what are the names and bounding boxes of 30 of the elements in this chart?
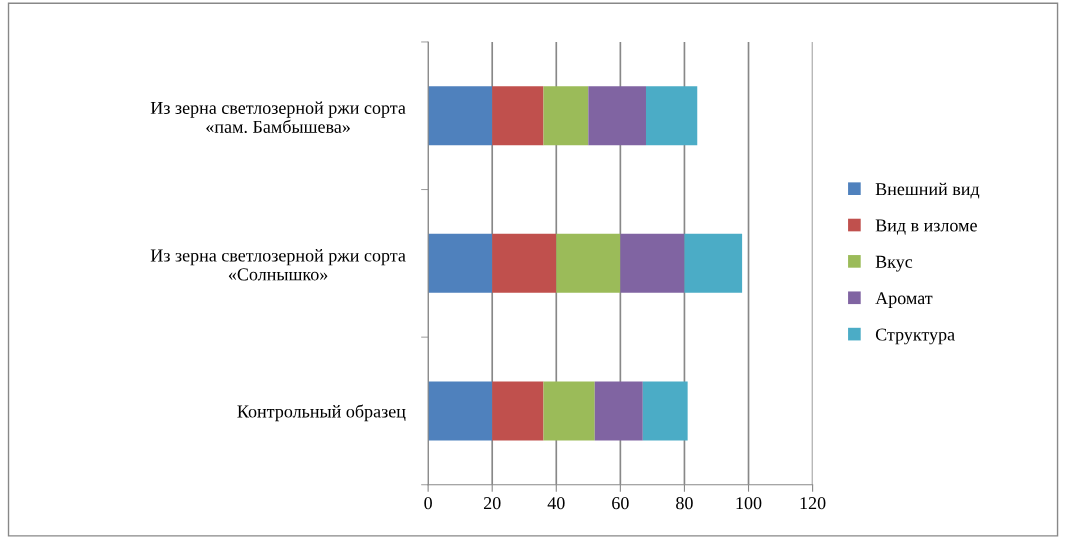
y-tick-label: Из зерна светлозерной ржи сорта «Солнышко» [150, 249, 406, 281]
legend-label: Аромат [875, 292, 933, 308]
bar [620, 233, 685, 293]
bar [492, 233, 557, 293]
y-tick-label: Из зерна светлозерной ржи сорта «пам. Бамбышева» [150, 101, 406, 133]
x-tick-label: 20 [483, 497, 501, 510]
x-tick-label: 40 [547, 497, 565, 510]
legend-label: Структура [875, 328, 955, 345]
legend-label: Внешний вид [875, 182, 980, 199]
x-tick-label: 60 [612, 497, 629, 510]
bar [642, 381, 688, 441]
bar [492, 381, 544, 441]
bar [543, 86, 589, 146]
bar [588, 86, 646, 146]
x-tick-label: 120 [800, 497, 826, 510]
x-tick-label: 100 [736, 497, 762, 510]
bar [428, 86, 493, 146]
x-tick-label: 80 [676, 497, 693, 510]
bar [428, 381, 493, 441]
bar [543, 381, 595, 441]
legend-label: Вкус [875, 255, 913, 272]
x-tick-label: 0 [424, 497, 432, 510]
bar [684, 233, 743, 293]
bar [492, 86, 544, 146]
bar [645, 86, 698, 146]
y-tick-label: Контрольный образец [237, 404, 406, 422]
bar [556, 233, 621, 293]
bar [428, 233, 493, 293]
bar [594, 381, 643, 441]
legend-label: Вид в изломе [875, 219, 977, 235]
